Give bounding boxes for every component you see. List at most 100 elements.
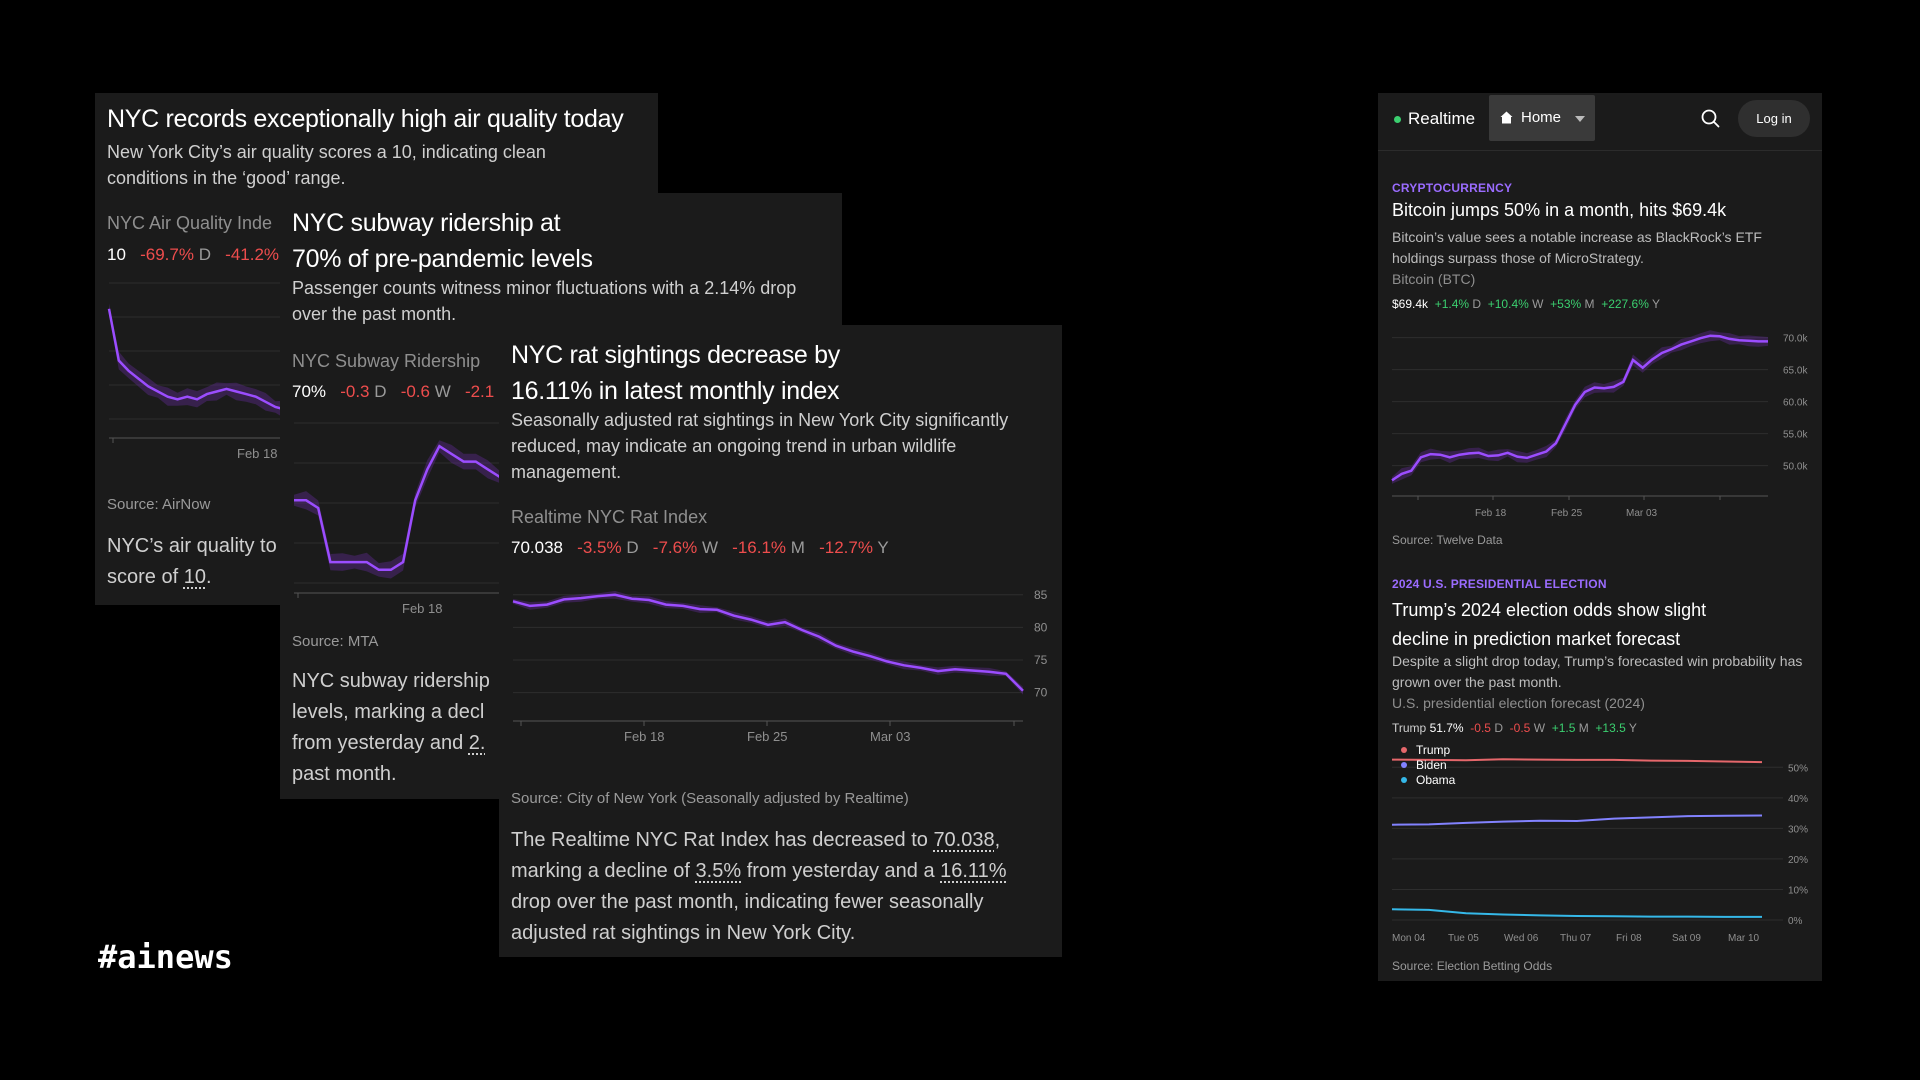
btc-value: $69.4k: [1392, 297, 1429, 311]
btc-asset-name: Bitcoin (BTC): [1392, 271, 1476, 287]
x-tick-label: Feb 18: [1475, 508, 1507, 518]
subway-summary-line-1: NYC subway ridership: [292, 670, 490, 692]
election-title[interactable]: Trump’s 2024 election odds show slight d…: [1392, 596, 1706, 654]
election-year-unit: Y: [1628, 721, 1637, 735]
subway-summary-text: from yesterday and: [292, 732, 469, 754]
rat-index-chart[interactable]: 85 80 75 70 Feb 18 Feb 25 Mar 03: [499, 575, 1062, 765]
rat-index-title: NYC rat sightings decrease by 16.11% in …: [511, 337, 840, 409]
subway-month-change: -2.1: [464, 382, 495, 401]
subway-description: Passenger counts witness minor fluctuati…: [292, 278, 797, 324]
rat-index-year-change: -12.7%: [819, 538, 873, 557]
election-month-unit: M: [1578, 721, 1589, 735]
election-description: Despite a slight drop today, Trump’s for…: [1392, 653, 1803, 690]
btc-chart[interactable]: 70.0k 65.0k 60.0k 55.0k 50.0k Feb 18 Feb 25 Mar…: [1378, 318, 1822, 518]
rat-index-summary-text-1: The Realtime NYC Rat Index has decreased…: [511, 829, 934, 851]
confidence-band: [1392, 330, 1768, 484]
login-button[interactable]: Log in: [1738, 100, 1810, 137]
x-tick-label: Sat 09: [1672, 933, 1701, 944]
series-line: [294, 444, 500, 572]
search-icon[interactable]: [1701, 109, 1720, 128]
btc-week-change: +10.4%: [1487, 297, 1529, 311]
election-week-unit: W: [1533, 721, 1546, 735]
x-tick-label: Thu 07: [1560, 933, 1592, 944]
home-nav-button[interactable]: Home: [1489, 95, 1595, 141]
subway-source: Source: MTA: [292, 633, 379, 650]
rat-index-summary-line-1: The Realtime NYC Rat Index has decreased…: [511, 825, 1006, 856]
x-tick-label: Mon 04: [1392, 933, 1426, 944]
rat-index-summary-value-1: 70.038: [933, 829, 995, 851]
rat-index-title-line-1: NYC rat sightings decrease by: [511, 341, 840, 369]
y-tick-label: 75: [1034, 653, 1048, 667]
rat-index-value: 70.038: [511, 538, 563, 557]
rat-index-summary-text-1-end: ,: [994, 829, 1001, 851]
btc-title[interactable]: Bitcoin jumps 50% in a month, hits $69.4…: [1392, 200, 1727, 220]
btc-description: Bitcoin’s value sees a notable increase …: [1392, 229, 1762, 266]
x-tick-label: Feb 25: [747, 729, 787, 744]
air-quality-summary-end: .: [205, 566, 212, 588]
rat-index-title-line-2: 16.11% in latest monthly index: [511, 377, 840, 405]
btc-category: CRYPTOCURRENCY: [1392, 181, 1513, 195]
rat-index-summary-line-2: marking a decline of 3.5% from yesterday…: [511, 856, 1006, 887]
election-day-change: -0.5: [1470, 721, 1491, 735]
x-tick-label: Feb 25: [1551, 508, 1583, 518]
rat-index-month-unit: M: [790, 538, 805, 557]
air-quality-day-change: -69.7%: [140, 245, 194, 264]
y-tick-label: 30%: [1788, 824, 1808, 835]
election-value: 51.7%: [1429, 721, 1464, 735]
y-tick-label: 50.0k: [1783, 462, 1808, 473]
rat-index-summary-text-2: marking a decline of: [511, 860, 696, 882]
rat-index-source: Source: City of New York (Seasonally adj…: [511, 790, 909, 807]
series-line-trump: [1391, 758, 1763, 764]
election-category: 2024 U.S. PRESIDENTIAL ELECTION: [1392, 577, 1607, 591]
y-tick-label: 55.0k: [1783, 430, 1808, 441]
election-asset-name: U.S. presidential election forecast (202…: [1392, 695, 1645, 711]
air-quality-summary-value: 10: [183, 566, 206, 588]
air-quality-source: Source: AirNow: [107, 496, 211, 513]
btc-stats: $69.4k +1.4% D +10.4% W +53% M +227.6% Y: [1392, 297, 1660, 311]
subway-value: 70%: [292, 382, 327, 401]
subway-summary-line-4: past month.: [292, 763, 397, 785]
air-quality-value: 10: [107, 245, 126, 264]
series-line: [1391, 334, 1768, 482]
legend-label-biden: Biden: [1416, 758, 1447, 772]
election-day-unit: D: [1494, 721, 1503, 735]
air-quality-day-unit: D: [198, 245, 211, 264]
rat-index-summary: The Realtime NYC Rat Index has decreased…: [511, 825, 1006, 949]
rat-index-card[interactable]: NYC rat sightings decrease by 16.11% in …: [499, 325, 1062, 957]
realtime-app-panel: Realtime Home Log in CRYPTOCURRENCY Bitc…: [1378, 93, 1822, 981]
series-line: [107, 308, 295, 414]
y-tick-label: 70.0k: [1783, 334, 1808, 345]
series-line: [512, 593, 1024, 692]
status-dot-icon: [1394, 116, 1401, 123]
subway-summary-value: 2.: [468, 732, 486, 754]
hashtag: #ainews: [98, 938, 233, 976]
y-tick-label: 70: [1034, 686, 1048, 700]
btc-month-change: +53%: [1550, 297, 1582, 311]
subway-week-change: -0.6: [400, 382, 430, 401]
subway-title: NYC subway ridership at 70% of pre-pande…: [292, 205, 593, 277]
brand-name[interactable]: Realtime: [1408, 109, 1476, 128]
rat-index-name: Realtime NYC Rat Index: [511, 507, 708, 527]
y-tick-label: 60.0k: [1783, 398, 1808, 409]
subway-chart[interactable]: Feb 18: [280, 413, 500, 623]
y-tick-label: 20%: [1788, 855, 1808, 866]
air-quality-chart[interactable]: Feb 18: [95, 273, 295, 483]
btc-source: Source: Twelve Data: [1392, 533, 1503, 547]
air-quality-summary: NYC’s air quality to score of 10.: [107, 531, 277, 593]
y-tick-label: 85: [1034, 588, 1048, 602]
y-tick-label: 65.0k: [1783, 366, 1808, 377]
rat-index-day-unit: D: [626, 538, 639, 557]
legend-swatch-biden: [1401, 762, 1407, 768]
x-tick-label: Feb 18: [237, 446, 277, 461]
y-tick-label: 0%: [1788, 916, 1803, 927]
series-line-obama: [1391, 908, 1762, 918]
btc-year-unit: Y: [1652, 297, 1661, 311]
rat-index-summary-text-2-mid: from yesterday and a: [741, 860, 941, 882]
x-tick-label: Mar 10: [1728, 933, 1760, 944]
election-title-line-2: decline in prediction market forecast: [1392, 629, 1681, 649]
air-quality-index-name: NYC Air Quality Inde: [107, 213, 273, 233]
subway-stats: 70% -0.3 D -0.6 W -2.1 M: [292, 382, 513, 402]
y-tick-label: 40%: [1788, 794, 1808, 805]
home-icon: [1500, 111, 1513, 124]
